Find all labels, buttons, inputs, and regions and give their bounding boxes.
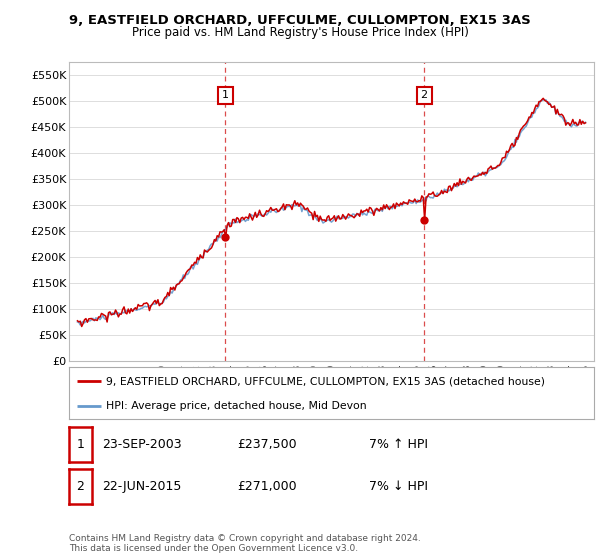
Text: Contains HM Land Registry data © Crown copyright and database right 2024.
This d: Contains HM Land Registry data © Crown c… [69, 534, 421, 553]
Text: 2: 2 [421, 91, 428, 100]
Text: £271,000: £271,000 [237, 480, 296, 493]
Text: 1: 1 [76, 438, 85, 451]
Text: 9, EASTFIELD ORCHARD, UFFCULME, CULLOMPTON, EX15 3AS (detached house): 9, EASTFIELD ORCHARD, UFFCULME, CULLOMPT… [106, 376, 545, 386]
Text: 9, EASTFIELD ORCHARD, UFFCULME, CULLOMPTON, EX15 3AS: 9, EASTFIELD ORCHARD, UFFCULME, CULLOMPT… [69, 14, 531, 27]
Text: £237,500: £237,500 [237, 438, 296, 451]
Text: 2: 2 [76, 480, 85, 493]
Text: 22-JUN-2015: 22-JUN-2015 [102, 480, 181, 493]
Text: Price paid vs. HM Land Registry's House Price Index (HPI): Price paid vs. HM Land Registry's House … [131, 26, 469, 39]
Text: 7% ↑ HPI: 7% ↑ HPI [369, 438, 428, 451]
Text: 7% ↓ HPI: 7% ↓ HPI [369, 480, 428, 493]
Text: 1: 1 [222, 91, 229, 100]
Text: HPI: Average price, detached house, Mid Devon: HPI: Average price, detached house, Mid … [106, 401, 367, 411]
Text: 23-SEP-2003: 23-SEP-2003 [102, 438, 182, 451]
